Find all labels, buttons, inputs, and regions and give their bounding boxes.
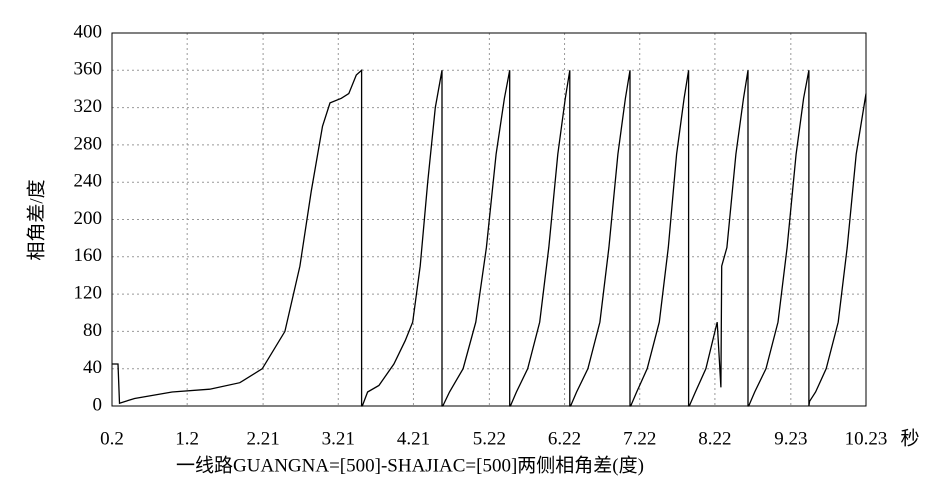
x-tick-label: 3.21 [322,428,355,449]
y-tick-label: 400 [74,21,103,42]
y-tick-label: 40 [83,357,102,378]
y-tick-label: 0 [93,394,103,415]
x-axis-unit: 秒 [900,427,919,449]
x-tick-label: 5.22 [473,428,506,449]
y-axis-label: 相角差/度 [25,179,47,260]
x-axis-label: 一线路GUANGNA=[500]-SHAJIAC=[500]两侧相角差(度) [176,454,644,476]
y-tick-label: 280 [74,133,103,154]
y-tick-label: 200 [74,208,103,229]
plot-frame [111,32,867,407]
y-tick-label: 320 [74,96,103,117]
x-tick-label: 7.22 [623,428,656,449]
x-tick-label: 0.2 [100,428,124,449]
y-tick-label: 120 [74,282,103,303]
y-tick-label: 240 [74,171,103,192]
x-tick-label: 4.21 [397,428,430,449]
y-tick-label: 360 [74,59,103,80]
x-tick-label: 6.22 [548,428,581,449]
x-tick-label: 1.2 [175,428,199,449]
x-tick-label: 9.23 [774,428,807,449]
x-tick-label: 8.22 [698,428,731,449]
x-tick-label: 10.23 [845,428,888,449]
line-series [112,68,867,407]
y-tick-label: 80 [83,320,102,341]
y-tick-label: 160 [74,245,103,266]
x-tick-label: 2.21 [246,428,279,449]
